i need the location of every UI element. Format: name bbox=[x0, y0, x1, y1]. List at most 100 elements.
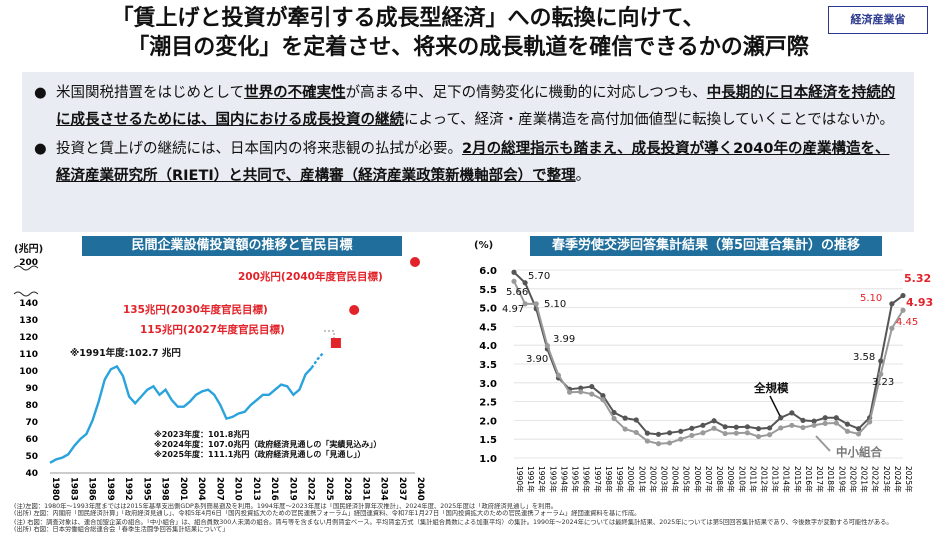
value-label: 4.45 bbox=[896, 317, 918, 328]
wage-point bbox=[900, 307, 906, 313]
wage-point bbox=[522, 280, 528, 286]
x-tick-label: 2000年 bbox=[626, 466, 636, 493]
wage-point bbox=[533, 301, 539, 307]
wage-point bbox=[511, 278, 517, 284]
value-label: 4.93 bbox=[906, 296, 933, 309]
x-tick-label: 2012年 bbox=[760, 466, 770, 493]
wage-point bbox=[555, 372, 562, 378]
x-tick-label: 2015年 bbox=[793, 466, 803, 493]
y-tick-label: 5.0 bbox=[479, 304, 497, 315]
x-tick-label: 2018年 bbox=[826, 466, 836, 493]
wage-point bbox=[844, 428, 851, 434]
x-tick-label: 2016年 bbox=[804, 466, 814, 493]
wage-point bbox=[833, 420, 839, 426]
wage-point bbox=[733, 424, 739, 430]
bullet-2-text-a: 投資と賃上げの継続には、日本国内の将来悲観の払拭が必要。 bbox=[56, 141, 462, 157]
y-tick-label: 40 bbox=[25, 469, 38, 479]
value-label: 3.58 bbox=[853, 352, 875, 363]
arrow-all-icon bbox=[769, 395, 781, 417]
bullet-1-text-e: によって、経済・産業構造を高付加価値型に転換していくことではないか。 bbox=[404, 112, 894, 128]
x-tick-label: 2019年 bbox=[837, 466, 847, 493]
target-2027-label: 115兆円(2027年度官民目標) bbox=[140, 323, 285, 336]
x-tick-label: 1999年 bbox=[615, 466, 625, 493]
x-tick-label: 1994年 bbox=[559, 466, 569, 493]
x-tick-label: 2025年 bbox=[904, 466, 914, 493]
value-label: 3.90 bbox=[526, 354, 548, 365]
wage-point bbox=[578, 389, 584, 395]
wage-point bbox=[800, 424, 806, 431]
capex-chart: 40 50 60 70 80 90 100 110 120 130 140 200 1980 1983 19… bbox=[13, 257, 425, 501]
x-tick-label: 2002年 bbox=[648, 466, 658, 493]
wage-point bbox=[655, 441, 662, 447]
left-chart-unit: (兆円) bbox=[14, 244, 44, 255]
value-label: 5.66 bbox=[506, 287, 528, 298]
value-label: 3.23 bbox=[872, 377, 894, 388]
axis-break-icon bbox=[13, 265, 39, 271]
series-label-small: 中小組合 bbox=[836, 445, 882, 459]
wage-point bbox=[744, 424, 750, 430]
x-tick-label: 2003年 bbox=[659, 466, 669, 493]
note-2023: ※2023年度：101.8兆円 bbox=[154, 429, 249, 439]
y-tick-label: 130 bbox=[19, 316, 38, 326]
y-tick-label: 3.5 bbox=[479, 360, 497, 371]
value-label: 4.97 bbox=[502, 304, 524, 315]
wage-point bbox=[711, 418, 717, 424]
arrow-small-icon bbox=[815, 435, 831, 452]
target-2030-marker bbox=[349, 305, 360, 315]
x-tick-label: 2013 bbox=[251, 477, 261, 501]
value-label: 5.10 bbox=[544, 299, 566, 310]
note-1: (注)左図：1980年〜1993年度まではは2015年基準支出側GDP系列簡易遡… bbox=[14, 503, 558, 510]
wage-point bbox=[867, 419, 873, 425]
y-tick-label: 140 bbox=[19, 299, 38, 309]
wage-point bbox=[767, 432, 773, 438]
meti-logo: 経済産業省 bbox=[828, 6, 928, 34]
wage-point bbox=[822, 420, 828, 427]
wage-point bbox=[589, 383, 595, 390]
wage-point bbox=[678, 436, 684, 442]
wage-point bbox=[600, 397, 606, 403]
bullet-dot-icon: ● bbox=[34, 141, 47, 157]
x-tick-label: 2011年 bbox=[748, 466, 758, 493]
y-tick-label: 110 bbox=[19, 350, 38, 360]
summary-box: ● 米国関税措置をはじめとして世界の不確実性が高まる中、足下の情勢変化に機動的に… bbox=[22, 72, 914, 232]
x-tick-label: 2037 bbox=[397, 477, 407, 501]
x-tick-label: 1991年 bbox=[526, 466, 536, 493]
axis-break-icon bbox=[13, 291, 39, 297]
note-3: (注) 右図：調査対象は、連合加盟企業の組合。「中小組合」は、組合員数300人未… bbox=[14, 519, 893, 526]
wage-point bbox=[822, 415, 828, 421]
target-2027-leader bbox=[324, 330, 335, 338]
y-tick-label: 6.0 bbox=[479, 266, 497, 277]
x-tick-label: 2007年 bbox=[704, 466, 714, 493]
wage-point bbox=[566, 389, 573, 395]
value-label: 5.10 bbox=[860, 293, 882, 304]
wage-point bbox=[855, 426, 862, 432]
wage-point bbox=[678, 428, 684, 434]
x-tick-label: 1993年 bbox=[548, 466, 558, 493]
y-tick-label: 4.5 bbox=[479, 322, 497, 333]
x-tick-label: 2007 bbox=[214, 477, 224, 501]
wage-point bbox=[644, 430, 650, 436]
x-tick-label: 1980 bbox=[50, 477, 60, 501]
series-label-large: 全規模 bbox=[753, 381, 789, 395]
wage-line-small bbox=[513, 280, 904, 445]
left-chart-title: 民間企業設備投資額の推移と官民目標 bbox=[82, 236, 402, 256]
capex-forecast-line bbox=[310, 351, 325, 369]
target-2027-marker bbox=[330, 338, 341, 348]
note-2024: ※2024年度：107.0兆円（政府経済見通しの「実績見込み」） bbox=[154, 439, 381, 449]
wage-point bbox=[767, 425, 773, 431]
value-label: 5.32 bbox=[904, 272, 931, 285]
x-tick-label: 2025 bbox=[324, 477, 334, 501]
x-tick-label: 2034 bbox=[379, 477, 389, 501]
x-tick-label: 2019 bbox=[287, 477, 297, 501]
wage-point bbox=[689, 425, 695, 431]
wage-point bbox=[600, 392, 606, 399]
x-tick-label: 2016 bbox=[269, 477, 279, 501]
wage-point bbox=[667, 440, 673, 446]
target-2030-label: 135兆円(2030年度官民目標) bbox=[123, 303, 268, 316]
x-tick-label: 2017年 bbox=[815, 466, 825, 493]
value-label: 3.99 bbox=[553, 334, 575, 345]
capex-actual-line bbox=[49, 364, 313, 464]
y-tick-label: 2.5 bbox=[479, 398, 497, 409]
wage-point bbox=[633, 429, 639, 436]
left-axis-group: 40 50 60 70 80 90 100 110 120 130 140 200 1980 1983 19… bbox=[13, 258, 425, 501]
